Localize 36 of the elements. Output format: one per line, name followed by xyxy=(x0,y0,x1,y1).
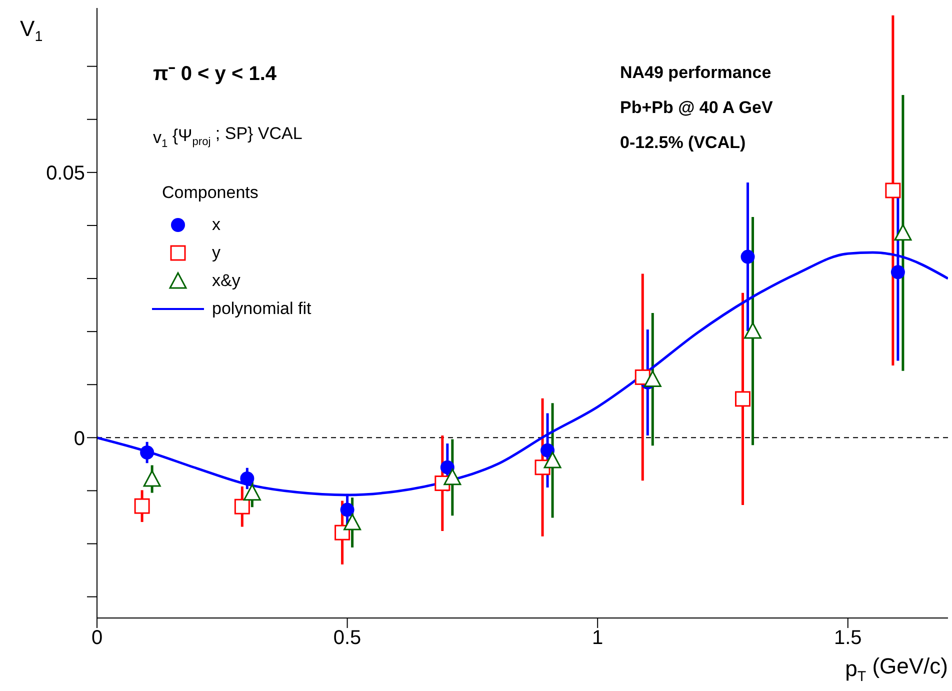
x-tick-label: 0 xyxy=(91,627,103,650)
annotation: Pb+Pb @ 40 A GeV xyxy=(620,98,774,117)
point xyxy=(140,446,154,460)
legend-title: Components xyxy=(162,183,260,203)
point xyxy=(885,182,901,198)
point xyxy=(544,452,562,468)
point xyxy=(740,250,755,264)
point xyxy=(894,224,912,241)
point xyxy=(240,471,254,486)
annotation: v$_{1}$ {Ψ$_{proj}$ ; SP} VCAL xyxy=(153,124,302,150)
x-tick-label: 1.5 xyxy=(834,627,862,650)
y-axis-title: V$_{1}$ xyxy=(20,16,43,46)
point xyxy=(134,498,150,514)
legend-label: y xyxy=(212,243,220,263)
legend-label: polynomial fit xyxy=(212,299,312,319)
point xyxy=(440,460,454,474)
point xyxy=(644,370,662,388)
point xyxy=(890,265,905,280)
point xyxy=(444,468,462,486)
point xyxy=(735,391,751,407)
legend-label: x&y xyxy=(212,271,240,291)
legend-label: x xyxy=(212,215,220,235)
x-tick-label: 1 xyxy=(592,627,604,650)
point xyxy=(143,470,161,487)
annotation: π⁻ 0 < y < 1.4 xyxy=(153,63,278,85)
point xyxy=(540,443,555,458)
point xyxy=(243,484,261,501)
annotation: 0-12.5% (VCAL) xyxy=(620,133,746,152)
point xyxy=(234,498,250,514)
point xyxy=(744,322,762,339)
point xyxy=(340,502,354,517)
x-axis-title: p$_{T}$ (GeV/c) xyxy=(845,653,948,686)
annotation: NA49 performance xyxy=(620,63,772,82)
point xyxy=(344,514,362,530)
y-tick-label: 0.05 xyxy=(46,162,85,185)
x-tick-label: 0.5 xyxy=(333,627,362,650)
